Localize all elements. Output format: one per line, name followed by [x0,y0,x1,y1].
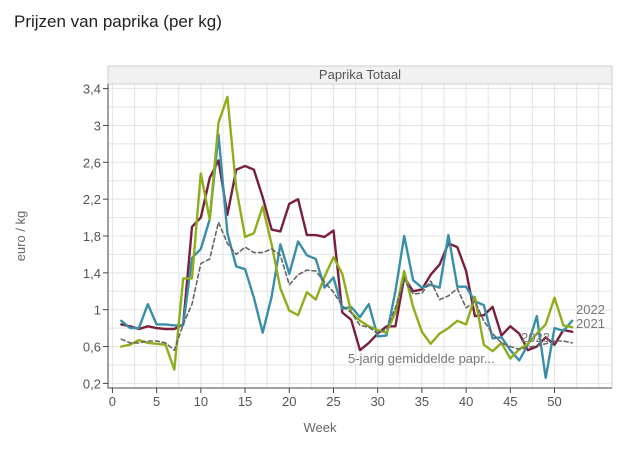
x-tick-label: 10 [194,394,208,409]
series-line-2 [120,95,574,371]
panel-header-bar [107,65,613,85]
x-tick-label: 45 [503,394,517,409]
y-tick-label: 3,4 [83,82,101,97]
x-tick-label: 50 [547,394,561,409]
series-end-label-0: 2021 [576,316,605,331]
x-tick-label: 40 [459,394,473,409]
y-tick-label: 1 [94,303,101,318]
series-line-1 [120,133,574,380]
y-tick-label: 2,2 [83,192,101,207]
x-tick-label: 25 [326,394,340,409]
x-tick-label: 5 [153,394,160,409]
x-tick-label: 20 [282,394,296,409]
series-end-label-2: 2023 [521,330,550,345]
page-title: Prijzen van paprika (per kg) [14,12,222,31]
series-end-label-1: 2022 [576,302,605,317]
x-tick-label: 35 [415,394,429,409]
y-tick-label: 2,6 [83,155,101,170]
y-tick-label: 0,2 [83,376,101,391]
x-tick-label: 15 [238,394,252,409]
panel-title: Paprika Totaal [319,67,401,82]
y-tick-label: 3 [94,118,101,133]
x-tick-label: 0 [109,394,116,409]
y-tick-label: 1,4 [83,266,101,281]
x-tick-label: 30 [370,394,384,409]
x-axis-title: Week [304,420,337,435]
series-end-label-3: 5-jarig gemiddelde papr... [348,351,495,366]
y-axis-title: euro / kg [13,211,28,262]
chart-axes: 0,2 0,6 1 1,4 1,8 2,2 2,6 3 3,4 0 5 10 15 20 25 30 35 40 4… [13,82,612,435]
series-line-3 [120,221,573,351]
y-tick-label: 1,8 [83,229,101,244]
panel-header: Paprika Totaal [107,65,613,85]
series-layer [120,95,574,380]
y-tick-label: 0,6 [83,340,101,355]
